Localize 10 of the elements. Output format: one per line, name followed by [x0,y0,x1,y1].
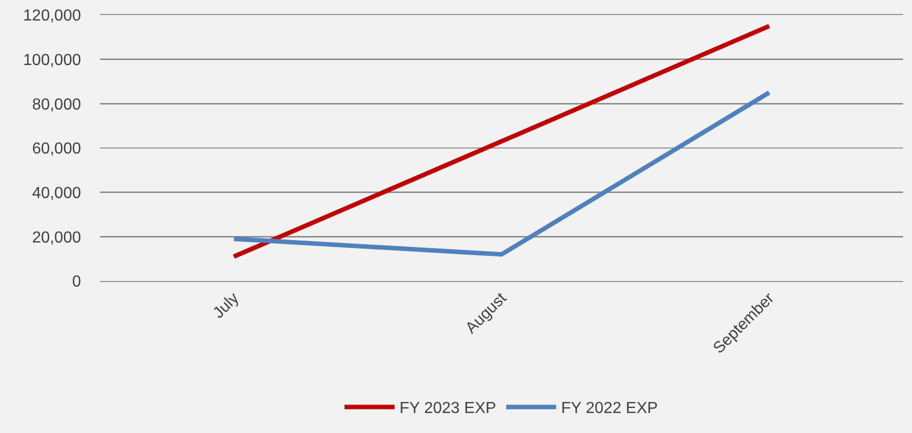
legend-label: FY 2022 EXP [561,400,658,418]
y-tick-label: 100,000 [23,52,82,69]
y-tick-label: 40,000 [32,184,82,202]
legend-label: FY 2023 EXP [400,400,496,418]
y-tick-label: 0 [72,274,82,291]
y-tick-label: 60,000 [32,140,82,158]
y-tick-label: 80,000 [32,96,82,114]
y-tick-label: 120,000 [23,8,82,25]
y-tick-label: 20,000 [32,229,82,246]
x-tick-label: July [210,290,242,322]
